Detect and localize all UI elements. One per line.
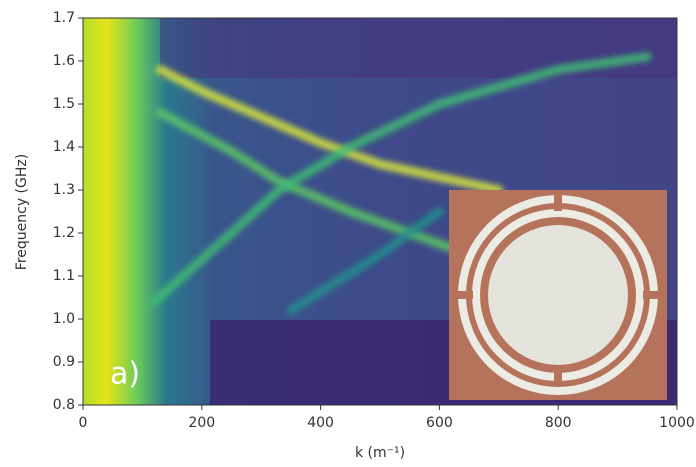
x-tick-label: 600	[426, 415, 453, 431]
x-tick-label: 800	[545, 415, 572, 431]
y-tick-label: 0.8	[53, 397, 75, 413]
dispersion-branch	[149, 52, 652, 307]
x-tick-label: 0	[79, 415, 88, 431]
x-tick-label: 1000	[659, 415, 695, 431]
annotation: a)	[110, 357, 140, 392]
x-axis-label: k (m⁻¹)	[355, 445, 405, 461]
y-tick-label: 1.0	[53, 311, 75, 327]
y-axis-label: Frequency (GHz)	[14, 154, 30, 270]
y-tick-label: 0.9	[53, 354, 75, 370]
heatmap-dark-region	[160, 18, 677, 78]
dispersion-branch	[155, 108, 474, 259]
x-tick-label: 400	[307, 415, 334, 431]
y-tick-label: 1.7	[53, 10, 75, 26]
x-tick-label: 200	[188, 415, 215, 431]
inset-photo	[449, 190, 667, 400]
y-tick-label: 1.4	[53, 139, 75, 155]
plot-frame	[82, 17, 678, 406]
y-tick-label: 1.3	[53, 182, 75, 198]
y-tick-label: 1.6	[53, 53, 75, 69]
y-tick-label: 1.2	[53, 225, 75, 241]
dispersion-branch	[155, 65, 504, 195]
y-tick-label: 1.5	[53, 96, 75, 112]
dispersion-branch	[286, 207, 444, 315]
y-tick-label: 1.1	[53, 268, 75, 284]
